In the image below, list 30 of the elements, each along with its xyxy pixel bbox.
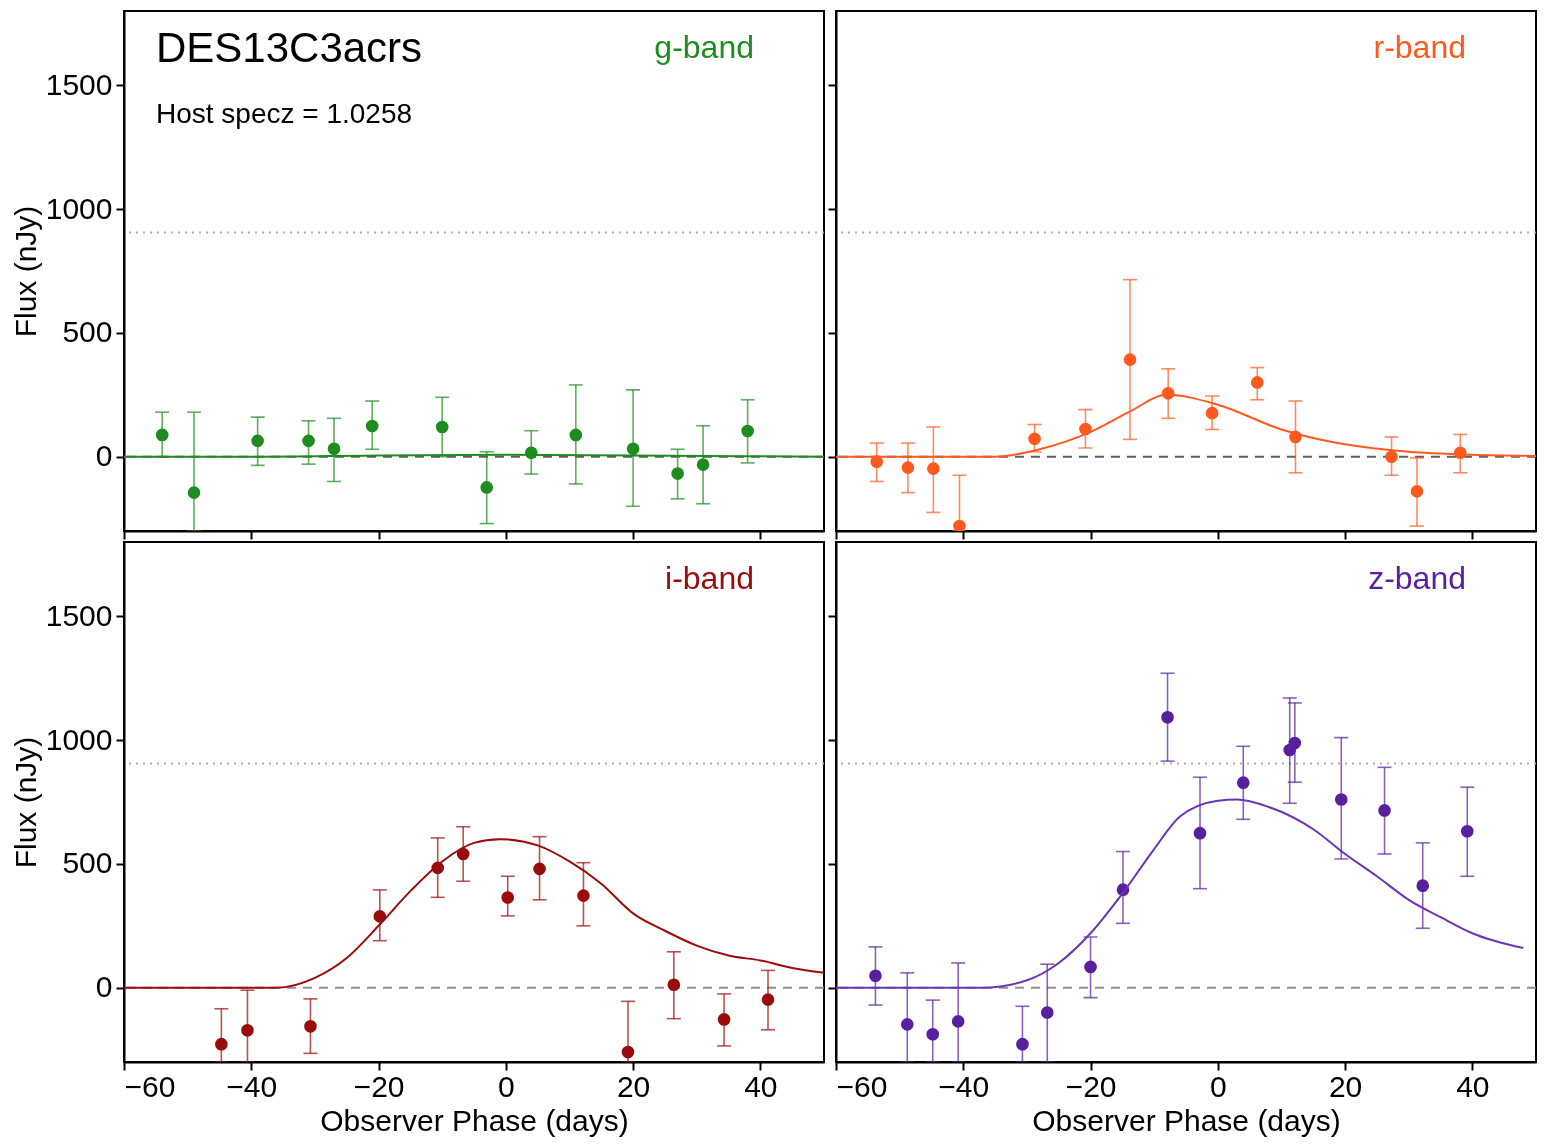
x-tick-label: 40: [1456, 1069, 1490, 1103]
x-tick-label: 40: [744, 1069, 778, 1103]
x-tick-label: −40: [226, 1069, 278, 1103]
y-tick-label: 1500: [45, 67, 113, 101]
text: r-band: [1373, 29, 1466, 65]
y-tick-label: 1000: [45, 722, 113, 756]
y-tick-label: 0: [95, 439, 113, 473]
x-tick-label: −40: [938, 1069, 990, 1103]
chart-title: DES13C3acrs: [156, 24, 423, 71]
y-tick-label: 500: [62, 846, 113, 880]
text: i-band: [665, 560, 754, 596]
x-tick-label: −60: [836, 1069, 888, 1103]
y-tick-label: 500: [62, 315, 113, 349]
y-tick-label: 0: [95, 970, 113, 1004]
x-tick-label: −20: [353, 1069, 405, 1103]
annotation: Host specz = 1.0258: [156, 98, 413, 129]
x-tick-label: 0: [497, 1069, 515, 1103]
x-tick-label: 20: [1328, 1069, 1363, 1103]
x-axis-title: Observer Phase (days): [1032, 1103, 1341, 1137]
text: g-band: [654, 29, 754, 65]
y-axis-title: Flux (nJy): [8, 205, 42, 338]
y-tick-label: 1500: [45, 598, 113, 632]
x-tick-label: −60: [124, 1069, 176, 1103]
x-tick-label: 20: [616, 1069, 651, 1103]
y-axis-title: Flux (nJy): [8, 736, 42, 869]
x-tick-label: 0: [1209, 1069, 1227, 1103]
x-axis-title: Observer Phase (days): [320, 1103, 629, 1137]
text: z-band: [1368, 560, 1466, 596]
y-tick-label: 1000: [45, 191, 113, 225]
x-tick-label: −20: [1065, 1069, 1117, 1103]
